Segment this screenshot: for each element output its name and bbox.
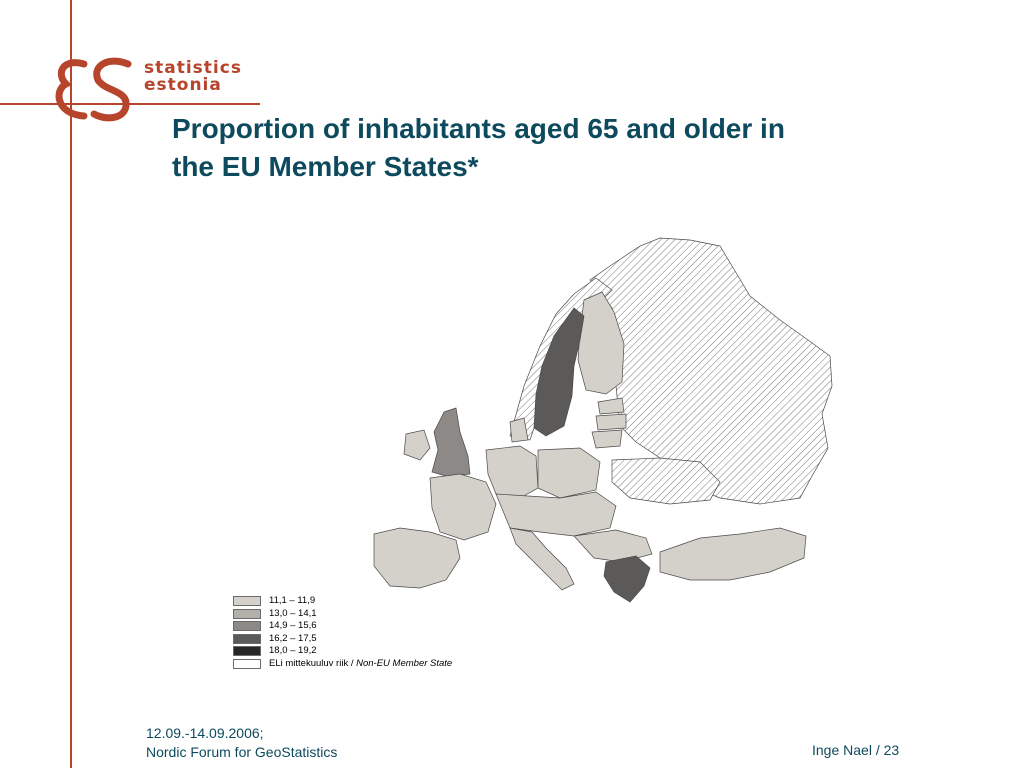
footer-author-page: Inge Nael / 23: [812, 742, 900, 758]
legend-item: 14,9 – 15,6: [233, 620, 533, 632]
legend-item: 13,0 – 14,1: [233, 608, 533, 620]
logo-text-statistics: statistics: [144, 58, 242, 78]
turkey-region: [659, 527, 807, 581]
legend-item: 18,0 – 19,2: [233, 645, 533, 657]
legend-swatch: [233, 633, 261, 644]
footer-left: 12.09.-14.09.2006; Nordic Forum for GeoS…: [146, 724, 337, 762]
logo-horizontal-rule: [0, 103, 260, 105]
title-line-2: the EU Member States*: [172, 151, 479, 182]
latvia-region: [595, 413, 627, 431]
spain-portugal-region: [373, 527, 461, 589]
statistics-estonia-logo: statistics estonia: [50, 54, 250, 126]
legend-swatch: [233, 621, 261, 632]
ireland-region: [403, 429, 431, 461]
footer-event: Nordic Forum for GeoStatistics: [146, 744, 338, 760]
legend-label: 11,1 – 11,9: [269, 595, 316, 606]
legend-label: 14,9 – 15,6: [269, 620, 317, 632]
denmark-region: [509, 417, 529, 443]
sweden-region: [533, 307, 585, 437]
legend-item-non-eu: ELi mittekuuluv riik / Non-EU Member Sta…: [233, 658, 533, 670]
logo-vertical-rule: [70, 0, 72, 768]
map-legend: 11,1 – 11,9 13,0 – 14,1 14,9 – 15,6 16,2…: [233, 595, 533, 671]
germany-region: [485, 445, 539, 499]
legend-label: 13,0 – 14,1: [269, 607, 317, 619]
ukraine-non-eu-region: [611, 457, 721, 505]
legend-label-non-eu: ELi mittekuuluv riik / Non-EU Member Sta…: [269, 658, 452, 670]
central-europe-region: [495, 491, 617, 537]
poland-region: [537, 447, 601, 499]
italy-region: [509, 527, 575, 591]
legend-label: 18,0 – 19,2: [269, 645, 317, 657]
finland-region: [577, 291, 625, 395]
united-kingdom-region: [431, 407, 471, 477]
lithuania-region: [591, 429, 623, 449]
legend-item: 16,2 – 17,5: [233, 633, 533, 645]
france-region: [429, 473, 497, 541]
europe-choropleth-map: [373, 237, 833, 603]
legend-swatch: [233, 646, 261, 657]
footer-date: 12.09.-14.09.2006;: [146, 725, 264, 741]
legend-swatch: [233, 596, 261, 606]
legend-label-non-eu-et: ELi mittekuuluv riik /: [269, 657, 357, 669]
greece-region: [603, 555, 651, 603]
estonia-region: [597, 397, 625, 415]
balkans-region: [573, 529, 653, 563]
legend-item: 11,1 – 11,9: [233, 595, 533, 607]
title-line-1: Proportion of inhabitants aged 65 and ol…: [172, 113, 785, 144]
legend-swatch: [233, 658, 261, 669]
legend-label-non-eu-en: Non-EU Member State: [356, 657, 453, 669]
slide-title: Proportion of inhabitants aged 65 and ol…: [172, 110, 962, 186]
es-logo-mark-icon: [55, 57, 132, 122]
legend-label: 16,2 – 17,5: [269, 632, 317, 644]
logo-text-estonia: estonia: [144, 75, 222, 95]
legend-swatch: [233, 608, 261, 619]
